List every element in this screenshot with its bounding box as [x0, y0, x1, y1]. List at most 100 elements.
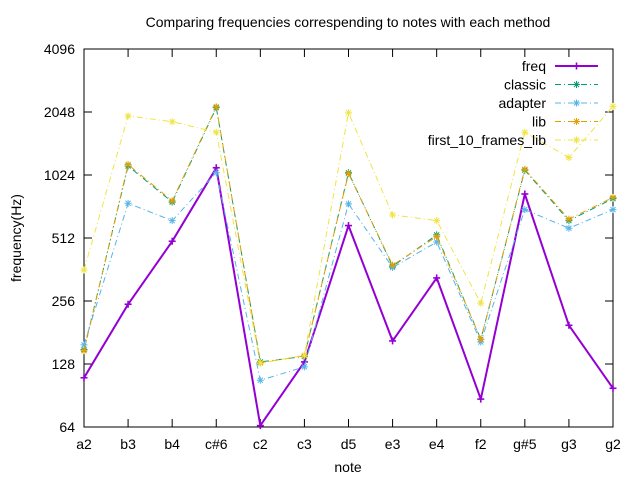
- point-marker: [521, 206, 529, 214]
- point-marker: [345, 200, 352, 208]
- point-marker: [433, 274, 441, 282]
- chart-title: Comparing frequencies correspending to n…: [146, 14, 551, 30]
- y-tick-label: 256: [52, 293, 76, 309]
- x-tick-label: e4: [429, 436, 445, 452]
- series-first_10_frames_lib: [80, 102, 617, 367]
- point-marker: [565, 321, 573, 329]
- marker-stroke: [169, 118, 176, 125]
- point-marker: [80, 341, 88, 349]
- point-marker: [433, 217, 441, 225]
- point-marker: [389, 261, 397, 269]
- x-tick-label: b3: [120, 436, 136, 452]
- point-marker: [212, 103, 220, 111]
- point-marker: [300, 363, 308, 371]
- point-marker: [565, 215, 573, 223]
- x-tick-label: f2: [475, 436, 487, 452]
- marker-stroke: [257, 360, 264, 367]
- x-tick-label: g#5: [513, 436, 537, 452]
- x-axis-label: note: [334, 459, 361, 475]
- marker-stroke: [573, 137, 580, 143]
- marker-stroke: [125, 113, 131, 119]
- marker-stroke: [610, 103, 616, 110]
- point-marker: [521, 165, 529, 173]
- marker-stroke: [521, 166, 528, 173]
- marker-stroke: [389, 212, 396, 218]
- x-tick-label: g3: [561, 436, 577, 452]
- marker-stroke: [521, 206, 528, 213]
- legend-label: classic: [504, 77, 546, 93]
- x-tick-label: c3: [297, 436, 312, 452]
- y-tick-label: 2048: [44, 104, 75, 120]
- x-tick-label: a2: [76, 436, 92, 452]
- point-marker: [212, 128, 220, 136]
- point-marker: [256, 376, 264, 384]
- legend-item: lib: [532, 114, 598, 130]
- point-marker: [168, 118, 176, 126]
- y-tick-label: 1024: [44, 167, 75, 183]
- legend-label: adapter: [499, 95, 547, 111]
- marker-stroke: [125, 161, 131, 168]
- point-marker: [389, 211, 397, 219]
- point-marker: [80, 347, 88, 355]
- marker-stroke: [521, 129, 528, 136]
- point-marker: [345, 170, 352, 178]
- marker-stroke: [389, 262, 396, 268]
- y-tick-label: 4096: [44, 41, 75, 57]
- series-layer: [80, 102, 617, 430]
- point-marker: [521, 190, 529, 198]
- point-marker: [609, 206, 617, 214]
- point-marker: [565, 154, 573, 162]
- point-marker: [300, 351, 308, 359]
- point-marker: [256, 422, 264, 430]
- marker-stroke: [573, 118, 580, 125]
- marker-stroke: [477, 336, 484, 343]
- marker-stroke: [433, 233, 440, 240]
- y-axis-label: frequency(Hz): [8, 194, 24, 282]
- legend-label: first_10_frames_lib: [428, 132, 546, 148]
- marker-stroke: [81, 341, 87, 348]
- point-marker: [80, 266, 88, 274]
- point-marker: [573, 118, 580, 125]
- legend-item: adapter: [499, 95, 598, 111]
- point-marker: [168, 217, 176, 225]
- marker-stroke: [566, 225, 572, 232]
- legend-label: lib: [532, 114, 546, 130]
- legend: freq classic adapter lib first_10_frames_lib: [428, 58, 598, 148]
- x-tick-label: d5: [341, 436, 357, 452]
- point-marker: [389, 337, 397, 345]
- point-marker: [345, 109, 352, 117]
- marker-stroke: [125, 200, 131, 207]
- legend-item: classic: [504, 77, 598, 93]
- marker-stroke: [81, 347, 87, 354]
- marker-stroke: [610, 206, 616, 213]
- point-marker: [573, 81, 580, 88]
- point-marker: [573, 99, 580, 107]
- x-tick-label: c#6: [205, 436, 228, 452]
- point-marker: [609, 102, 617, 110]
- marker-stroke: [213, 169, 220, 176]
- marker-stroke: [345, 201, 352, 207]
- marker-stroke: [610, 194, 616, 201]
- x-tick-label: g2: [605, 436, 621, 452]
- point-marker: [477, 299, 485, 307]
- marker-stroke: [573, 81, 580, 88]
- series-adapter: [80, 169, 617, 384]
- point-marker: [256, 359, 264, 367]
- point-marker: [124, 300, 132, 308]
- point-marker: [477, 335, 485, 343]
- x-tick-label: b4: [164, 436, 180, 452]
- point-marker: [124, 112, 132, 120]
- point-marker: [565, 224, 573, 232]
- marker-stroke: [345, 109, 352, 116]
- y-tick-label: 128: [52, 356, 76, 372]
- y-axis: 64 128 256 512 1024 2048 4096: [44, 41, 613, 435]
- x-tick-label: c2: [253, 436, 268, 452]
- marker-stroke: [301, 352, 308, 359]
- point-marker: [573, 136, 580, 144]
- point-marker: [609, 193, 617, 201]
- marker-stroke: [345, 170, 352, 177]
- point-marker: [124, 160, 132, 168]
- point-marker: [212, 169, 220, 177]
